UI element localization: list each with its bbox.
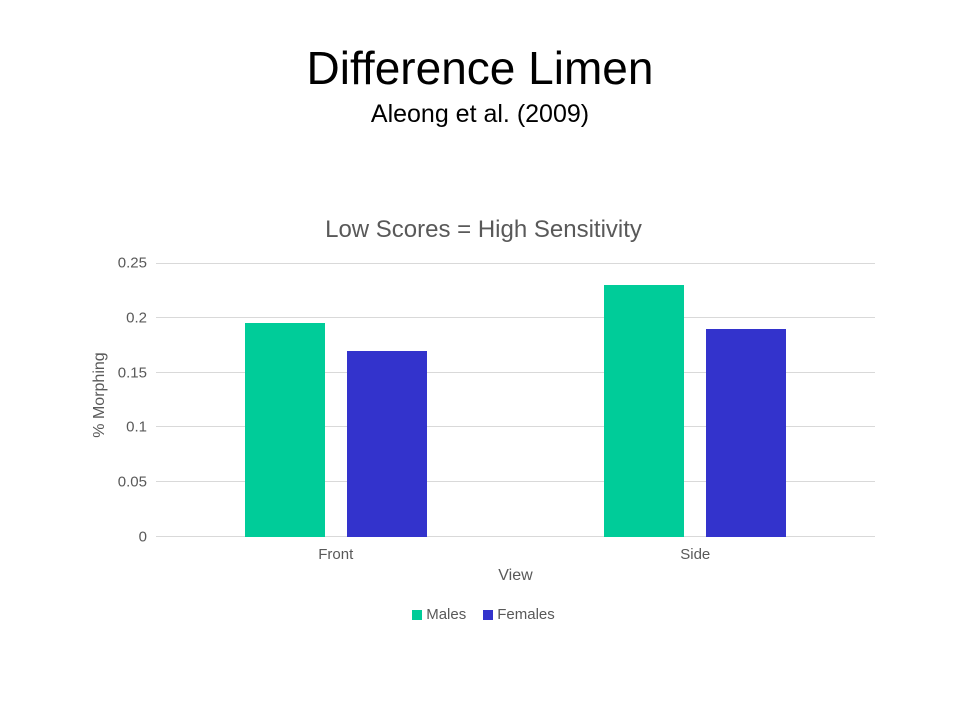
gridline-0.25 <box>156 263 875 264</box>
bar-males-side <box>604 284 685 537</box>
gridline-0.05 <box>156 481 875 483</box>
y-tick-label-0.2: 0.2 <box>126 309 147 327</box>
x-category-label-front: Front <box>318 546 354 563</box>
y-tick-label-0.1: 0.1 <box>126 418 147 436</box>
bar-females-side <box>706 328 787 537</box>
chart-title: Low Scores = High Sensitivity <box>325 216 642 243</box>
bar-males-front <box>244 323 325 537</box>
legend: Males Females <box>92 606 875 623</box>
plot-area: 0 0.05 0.1 0.15 0.2 0.25 Front Side <box>118 255 875 563</box>
gridline-0 <box>156 536 875 537</box>
legend-swatch-males <box>412 609 423 620</box>
legend-swatch-females <box>483 609 494 620</box>
legend-item-males: Males <box>412 606 466 623</box>
x-axis-label: View <box>498 567 533 584</box>
slide-subtitle: Aleong et al. (2009) <box>370 100 590 128</box>
legend-label-males: Males <box>426 606 467 623</box>
y-axis-label: % Morphing <box>91 352 108 438</box>
gridline-0.2 <box>156 316 875 318</box>
legend-label-females: Females <box>497 606 555 623</box>
y-tick-label-0.05: 0.05 <box>117 473 147 491</box>
slide-title: Difference Limen <box>306 42 654 94</box>
y-tick-label-0: 0 <box>138 528 147 546</box>
legend-item-females: Females <box>483 606 555 623</box>
y-tick-label-0.25: 0.25 <box>117 254 147 272</box>
x-category-label-side: Side <box>680 546 711 563</box>
y-tick-label-0.15: 0.15 <box>117 364 147 382</box>
bar-females-front <box>346 350 427 537</box>
gridline-0.15 <box>156 371 875 373</box>
gridline-0.1 <box>156 426 875 428</box>
